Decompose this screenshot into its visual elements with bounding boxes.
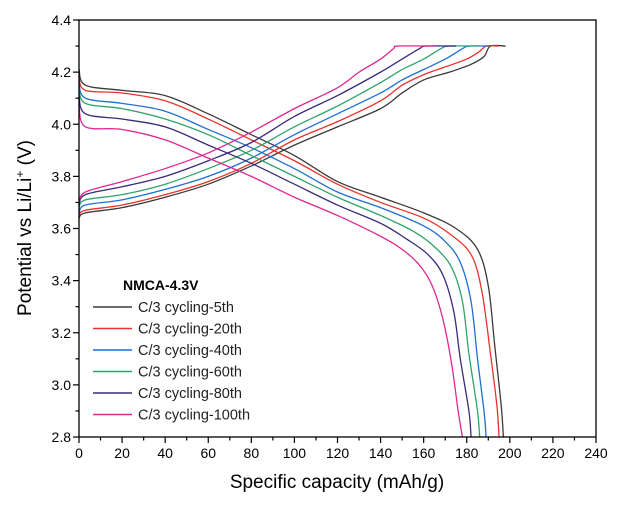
y-axis-title-sup: + bbox=[13, 171, 27, 178]
y-tick-label: 3.2 bbox=[52, 325, 72, 341]
x-tick-label: 200 bbox=[498, 445, 522, 461]
x-tick-label: 220 bbox=[541, 445, 565, 461]
y-axis-title: Potential vs Li/Li+ (V) bbox=[13, 140, 36, 316]
x-tick-label: 100 bbox=[283, 445, 307, 461]
plot-curves bbox=[78, 44, 506, 438]
discharge-curve-c-3-cycling-20th bbox=[78, 77, 500, 438]
legend-label: C/3 cycling-60th bbox=[138, 365, 242, 381]
charge-curve-c-3-cycling-80th bbox=[78, 45, 456, 206]
y-tick-label: 3.4 bbox=[52, 273, 72, 289]
y-tick-label: 3.6 bbox=[52, 221, 72, 237]
x-tick-labels: 0 20 40 60 80 100 120 140 160 180 200 220 240 bbox=[75, 445, 608, 461]
legend-label: C/3 cycling-5th bbox=[138, 300, 234, 316]
x-tick-label: 20 bbox=[114, 445, 130, 461]
y-tick-label: 4.0 bbox=[52, 116, 72, 132]
legend-item: C/3 cycling-40th bbox=[93, 343, 242, 359]
discharge-curve-c-3-cycling-80th bbox=[78, 95, 472, 438]
y-tick-label: 3.0 bbox=[52, 377, 72, 393]
legend-item: C/3 cycling-100th bbox=[93, 408, 250, 424]
legend-item: C/3 cycling-80th bbox=[93, 386, 242, 402]
x-tick-label: 0 bbox=[75, 445, 83, 461]
legend-item: C/3 cycling-5th bbox=[93, 300, 234, 316]
y-tick-label: 4.4 bbox=[52, 12, 72, 28]
charge-curve-c-3-cycling-20th bbox=[78, 45, 500, 216]
x-tick-label: 120 bbox=[326, 445, 350, 461]
discharge-curve-c-3-cycling-100th bbox=[78, 105, 464, 438]
legend-title: NMCA-4.3V bbox=[123, 277, 199, 293]
discharge-curve-c-3-cycling-60th bbox=[78, 87, 481, 438]
x-tick-label: 60 bbox=[200, 445, 216, 461]
y-tick-labels: 2.8 3.0 3.2 3.4 3.6 3.8 4.0 4.2 4.4 bbox=[52, 12, 72, 445]
legend: C/3 cycling-5th C/3 cycling-20th C/3 cycli… bbox=[93, 300, 250, 424]
legend-label: C/3 cycling-40th bbox=[138, 343, 242, 359]
y-tick-label: 4.2 bbox=[52, 64, 72, 80]
y-axis-title-main: Potential vs Li/Li bbox=[15, 178, 36, 316]
legend-label: C/3 cycling-20th bbox=[138, 322, 242, 338]
charge-curve-c-3-cycling-40th bbox=[78, 45, 489, 214]
y-tick-label: 3.8 bbox=[52, 168, 72, 184]
discharge-curve-c-3-cycling-5th bbox=[78, 69, 505, 438]
x-axis-title: Specific capacity (mAh/g) bbox=[230, 472, 444, 493]
discharge-curve-c-3-cycling-40th bbox=[78, 82, 487, 438]
charge-curve-c-3-cycling-60th bbox=[78, 45, 478, 209]
x-tick-label: 180 bbox=[455, 445, 479, 461]
x-tick-label: 240 bbox=[584, 445, 608, 461]
charge-curve-c-3-cycling-100th bbox=[78, 45, 435, 203]
y-axis-title-tail: (V) bbox=[15, 140, 36, 171]
charge-curve-c-3-cycling-5th bbox=[78, 44, 506, 219]
axis-ticks bbox=[73, 19, 597, 443]
y-tick-label: 2.8 bbox=[52, 429, 72, 445]
x-tick-label: 140 bbox=[369, 445, 393, 461]
x-tick-label: 80 bbox=[244, 445, 260, 461]
legend-label: C/3 cycling-80th bbox=[138, 386, 242, 402]
legend-item: C/3 cycling-20th bbox=[93, 322, 242, 338]
legend-item: C/3 cycling-60th bbox=[93, 365, 242, 381]
x-tick-label: 160 bbox=[412, 445, 436, 461]
legend-label: C/3 cycling-100th bbox=[138, 408, 250, 424]
x-tick-label: 40 bbox=[157, 445, 173, 461]
